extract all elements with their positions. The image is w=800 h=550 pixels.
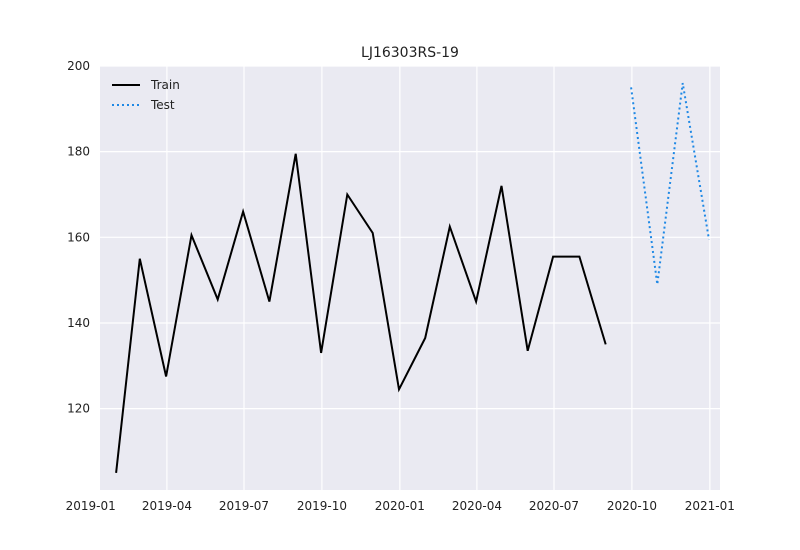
x-tick-label: 2021-01 [685,499,735,513]
x-tick-label: 2019-07 [219,499,269,513]
plot-area [100,66,720,490]
x-tick-label: 2020-04 [452,499,502,513]
y-tick-label: 180 [67,145,90,159]
x-tick-label: 2020-10 [607,499,657,513]
y-tick-label: 120 [67,402,90,416]
series-line-test [630,82,710,285]
chart-title: LJ16303RS-19 [361,45,459,61]
x-axis-ticks: 2019-01 2019-04 2019-07 2019-10 2020-01 2020-… [66,499,735,513]
x-tick-label: 2019-04 [142,499,192,513]
legend: Train Test [112,78,180,112]
x-tick-label: 2020-07 [529,499,579,513]
x-tick-label: 2020-01 [375,499,425,513]
series-line-train [115,153,607,474]
x-tick-label: 2019-01 [66,499,116,513]
legend-label-test: Test [150,98,175,112]
y-tick-label: 140 [67,316,90,330]
series-layer [115,82,710,474]
grid-lines [90,65,720,490]
legend-label-train: Train [150,78,180,92]
x-tick-label: 2019-10 [297,499,347,513]
y-tick-label: 160 [67,230,90,244]
y-axis-ticks: 120 140 160 180 200 [67,59,90,416]
y-tick-label: 200 [67,59,90,73]
